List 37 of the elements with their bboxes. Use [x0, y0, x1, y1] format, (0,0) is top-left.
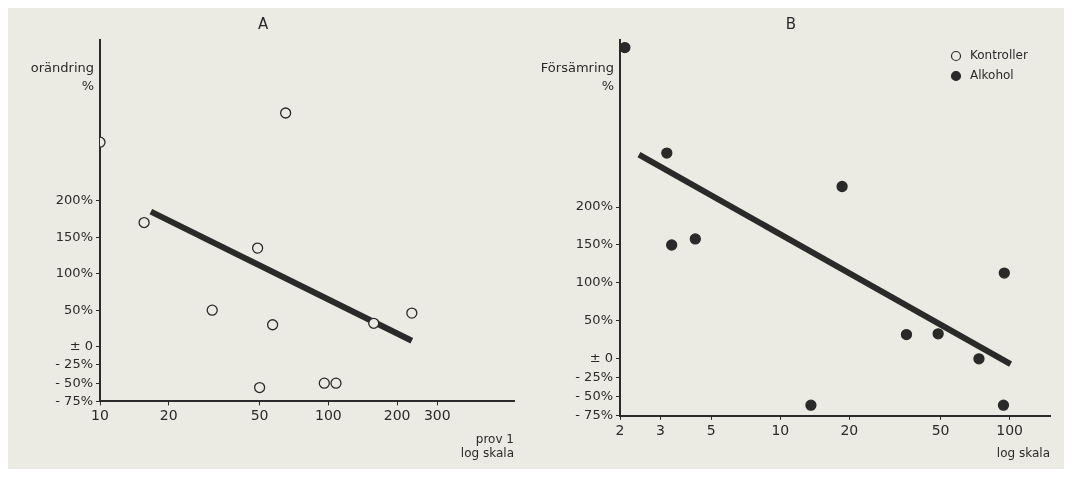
x-tick-label: 5: [706, 421, 716, 438]
y-tick-label: ± 0: [69, 338, 93, 354]
x-tick-label: 10: [771, 421, 790, 438]
y-tick-label: 50%: [64, 301, 93, 317]
y-tick-label: 200%: [55, 192, 93, 207]
chart-title: A: [257, 14, 269, 33]
y-tick-label: - 50%: [55, 374, 93, 390]
y-tick-label: - 75%: [575, 407, 613, 423]
x-tick-label: 20: [840, 421, 859, 438]
y-tick-label: - 50%: [575, 388, 613, 404]
y-tick-label: ± 0: [589, 350, 613, 366]
x-tick-label: 100: [314, 407, 342, 424]
x-tick-label: 2: [615, 421, 625, 438]
x-axis-title: prov 1 log skala: [460, 431, 514, 460]
y-axis-title: Försämring %: [540, 59, 614, 93]
y-axis-title: orändring %: [30, 59, 94, 93]
y-tick-label: - 25%: [55, 356, 93, 372]
x-tick-label: 50: [931, 421, 950, 438]
text: Kontroller: [970, 48, 1028, 63]
x-tick-label: 3: [655, 421, 665, 438]
x-tick-label: 200: [383, 407, 411, 424]
y-tick-label: - 75%: [55, 392, 93, 408]
y-tick-label: - 25%: [575, 369, 613, 385]
legend-label: Alkohol: [970, 68, 1014, 83]
y-tick-label: 150%: [575, 236, 613, 252]
x-tick-label: 100: [996, 421, 1023, 438]
x-tick-label: 20: [159, 407, 178, 424]
chart-title: B: [785, 14, 797, 33]
y-tick-label: 200%: [575, 198, 613, 214]
x-tick-label: 10: [91, 407, 109, 424]
y-tick-label: 50%: [584, 312, 613, 328]
y-tick-label: 100%: [55, 265, 93, 281]
y-tick-label: 150%: [55, 228, 93, 244]
y-tick-label: 100%: [575, 274, 613, 290]
x-tick-label: 50: [250, 407, 269, 424]
x-axis-title: log skala: [996, 445, 1050, 460]
x-tick-label: 300: [423, 407, 451, 424]
